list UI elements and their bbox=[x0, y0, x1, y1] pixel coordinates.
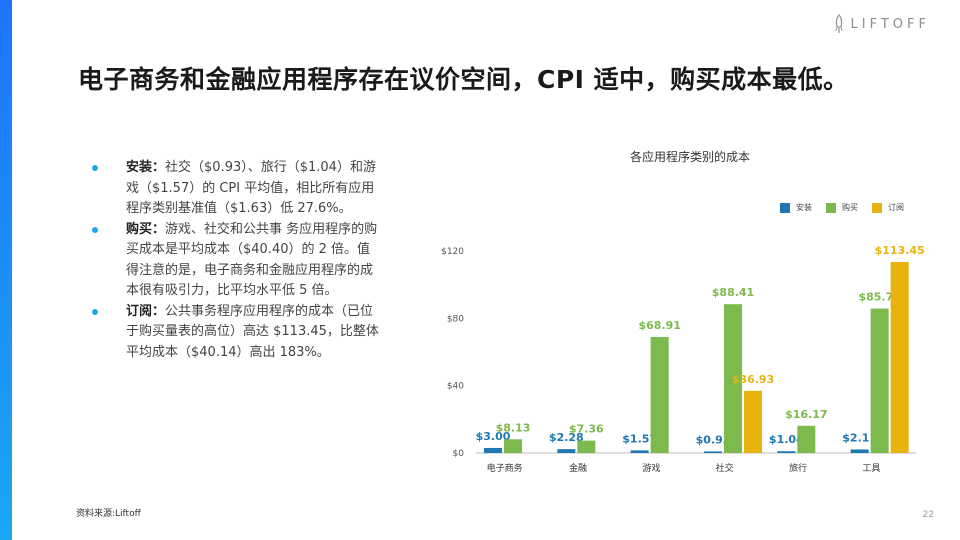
data-label: $3.00 bbox=[476, 430, 511, 443]
bullet-list: 安装：社交（$0.93）、旅行（$1.04）和游戏（$1.57）的 CPI 平均… bbox=[92, 158, 382, 363]
bar-purchase bbox=[504, 439, 522, 453]
data-label: $7.36 bbox=[569, 423, 604, 436]
legend-item-subscribe: 订阅 bbox=[872, 202, 904, 213]
data-label: $88.41 bbox=[712, 286, 754, 299]
rocket-icon bbox=[834, 14, 843, 33]
bar-subscribe bbox=[744, 390, 762, 453]
bar-purchase bbox=[870, 308, 889, 453]
x-category-label: 金融 bbox=[569, 462, 587, 474]
legend-item-install: 安装 bbox=[780, 202, 812, 213]
data-label: $0.93 bbox=[696, 433, 731, 446]
legend-swatch bbox=[780, 202, 790, 213]
bar-install bbox=[484, 447, 502, 453]
y-tick-label: $80 bbox=[447, 314, 464, 324]
bar-subscribe bbox=[890, 262, 909, 453]
x-category-label: 工具 bbox=[862, 463, 880, 474]
page-number: 22 bbox=[922, 510, 934, 520]
bullet-text: 社交（$0.93）、旅行（$1.04）和游戏（$1.57）的 CPI 平均值，相… bbox=[126, 160, 376, 216]
bullet-dot bbox=[92, 165, 98, 171]
data-label: $1.04 bbox=[769, 433, 804, 446]
logo: LIFTOFF bbox=[833, 14, 930, 34]
accent-bar bbox=[0, 0, 12, 540]
legend-item-purchase: 购买 bbox=[826, 202, 858, 213]
bar-purchase bbox=[650, 337, 669, 453]
page-title: 电子商务和金融应用程序存在议价空间，CPI 适中，购买成本最低。 bbox=[78, 65, 849, 94]
bullet-text: 公共事务程序应用程序的成本（已位于购买量表的高位）高达 $113.45，比整体平… bbox=[126, 303, 379, 360]
x-category-label: 社交 bbox=[716, 462, 734, 474]
bar-purchase bbox=[577, 440, 596, 453]
bullet-lead: 安装： bbox=[126, 160, 166, 175]
data-label: $85.78 bbox=[858, 291, 900, 304]
legend-label: 安装 bbox=[796, 203, 812, 212]
data-label: $68.91 bbox=[638, 319, 680, 332]
legend-label: 订阅 bbox=[888, 203, 904, 212]
bullet-dot bbox=[92, 226, 98, 233]
bar-install bbox=[630, 450, 649, 453]
bar-install bbox=[704, 451, 722, 453]
bullet-install: 安装：社交（$0.93）、旅行（$1.04）和游戏（$1.57）的 CPI 平均… bbox=[92, 158, 382, 220]
legend-label: 购买 bbox=[842, 203, 858, 212]
data-label: $36.93 bbox=[732, 373, 774, 386]
x-category-label: 游戏 bbox=[642, 462, 660, 474]
logo-text: LIFTOFF bbox=[850, 16, 930, 32]
data-label: $1.57 bbox=[622, 432, 657, 445]
bullet-lead: 购买： bbox=[126, 221, 166, 237]
y-tick-label: $120 bbox=[441, 247, 464, 257]
chart-legend: 安装 购买 订阅 bbox=[780, 202, 904, 213]
x-category-label: 旅行 bbox=[789, 462, 807, 474]
data-label: $8.13 bbox=[496, 421, 531, 434]
data-label: $16.17 bbox=[785, 408, 827, 421]
data-label: $2.11 bbox=[842, 431, 877, 444]
bullet-lead: 订阅： bbox=[126, 303, 166, 319]
legend-swatch bbox=[826, 202, 836, 213]
data-label: $113.45 bbox=[875, 244, 925, 257]
bar-purchase bbox=[797, 425, 816, 453]
source-note: 资料来源:Liftoff bbox=[76, 509, 141, 519]
y-tick-label: $40 bbox=[447, 382, 464, 392]
bullet-purchase: 购买：游戏、社交和公共事 务应用程序的购买成本是平均成本（$40.40）的 2 … bbox=[92, 220, 382, 302]
legend-swatch bbox=[872, 202, 882, 213]
y-tick-label: $0 bbox=[453, 449, 465, 459]
bar-install bbox=[557, 449, 576, 453]
bar-install bbox=[777, 451, 796, 453]
bar-purchase bbox=[724, 304, 742, 453]
bar-install bbox=[850, 449, 869, 453]
data-label: $2.28 bbox=[549, 431, 584, 444]
bullet-subscribe: 订阅：公共事务程序应用程序的成本（已位于购买量表的高位）高达 $113.45，比… bbox=[92, 302, 382, 364]
chart-title: 各应用程序类别的成本 bbox=[629, 150, 750, 164]
bullet-text: 游戏、社交和公共事 务应用程序的购买成本是平均成本（$40.40）的 2 倍。值… bbox=[126, 221, 378, 299]
bullet-dot bbox=[92, 308, 98, 315]
x-category-label: 电子商务 bbox=[487, 462, 523, 474]
